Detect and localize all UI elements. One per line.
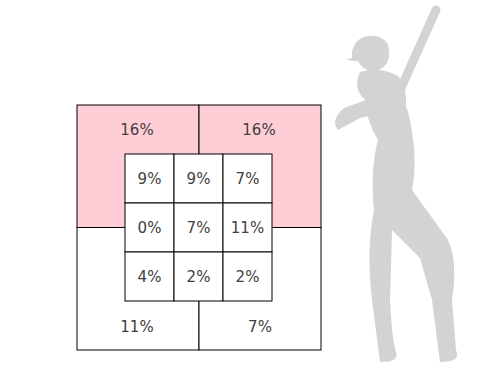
inner-cell (174, 203, 223, 252)
body (365, 76, 458, 362)
batter-silhouette (335, 10, 457, 362)
inner-cell (125, 203, 174, 252)
outer-label: 7% (248, 318, 272, 336)
outer-label: 11% (120, 318, 153, 336)
inner-label: 9% (138, 170, 162, 188)
inner-cell (174, 154, 223, 203)
chart: 16% 16% 11% 7% 9% 9% 7% 0% 7% 11% 4% 2% 2% (0, 0, 502, 373)
inner-cell (125, 154, 174, 203)
inner-cell (174, 252, 223, 301)
inner-cell (223, 203, 272, 252)
outer-label: 16% (120, 121, 153, 139)
inner-label: 0% (138, 219, 162, 237)
inner-label: 7% (236, 170, 260, 188)
zone (77, 105, 321, 350)
inner-label: 9% (187, 170, 211, 188)
outer-label: 16% (242, 121, 275, 139)
inner-label: 4% (138, 268, 162, 286)
inner-cell (223, 252, 272, 301)
inner-label: 2% (236, 268, 260, 286)
inner-cell (125, 252, 174, 301)
inner-label: 11% (231, 219, 264, 237)
labels: 16% 16% 11% 7% 9% 9% 7% 0% 7% 11% 4% 2% 2% (120, 121, 275, 336)
inner-cell (223, 154, 272, 203)
cap (346, 36, 389, 62)
inner-label: 7% (187, 219, 211, 237)
inner-label: 2% (187, 268, 211, 286)
